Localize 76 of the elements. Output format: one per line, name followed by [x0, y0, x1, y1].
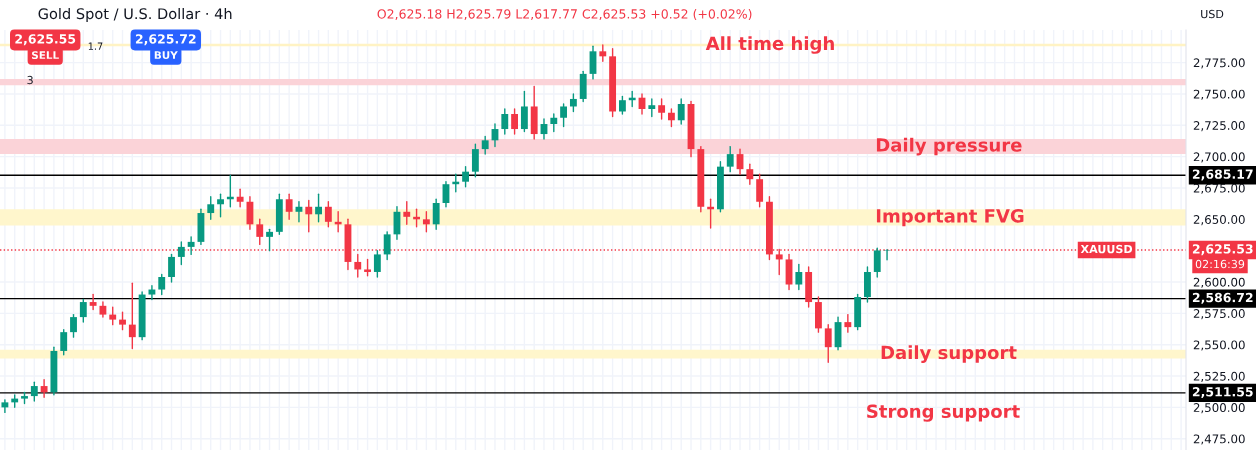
candlestick	[305, 199, 313, 233]
candlestick	[462, 165, 470, 188]
band-label: All time high	[705, 36, 834, 54]
chart-title: Gold Spot / U.S. Dollar · 4h	[38, 7, 232, 23]
y-tick-label: 2,725.00	[1193, 121, 1245, 132]
candlestick	[256, 218, 264, 246]
candlestick	[383, 231, 391, 261]
candlestick	[795, 263, 803, 291]
y-tick-label: 2,675.00	[1193, 183, 1245, 194]
candlestick	[511, 108, 519, 135]
candlestick	[560, 103, 568, 128]
candlestick	[354, 253, 362, 278]
candlestick	[79, 298, 87, 323]
candlestick	[471, 143, 479, 178]
ref-line-label: 2,511.55	[1192, 387, 1253, 399]
y-tick-label: 2,650.00	[1193, 215, 1245, 226]
chart-subtitle: O2,625.18 H2,625.79 L2,617.77 C2,625.53 +0.52 (+0.02%)	[377, 8, 752, 21]
annotation: BUY	[154, 51, 178, 60]
band-label: Daily support	[881, 345, 1017, 363]
y-tick-label: 2,575.00	[1193, 309, 1245, 320]
candlestick	[315, 193, 322, 223]
y-tick-label: 2,700.00	[1193, 152, 1245, 163]
candlestick	[285, 193, 293, 221]
text: 02:16:39	[1195, 259, 1245, 269]
candlestick	[89, 293, 97, 311]
candlestick	[403, 201, 411, 226]
annotation: XAUUSD	[1080, 244, 1133, 254]
candlestick	[844, 313, 852, 333]
candlestick	[520, 90, 528, 133]
y-tick-label: 2,500.00	[1193, 403, 1245, 414]
annotation: Strong support	[867, 404, 1020, 422]
candlestick	[168, 253, 175, 283]
candlestick	[70, 313, 77, 338]
annotation: SELL	[32, 51, 59, 60]
candlestick	[422, 211, 430, 233]
candlestick	[30, 381, 38, 402]
candlestick	[266, 228, 273, 252]
ref-line-label: 2,685.17	[1192, 169, 1253, 181]
y-tick-label: 2,550.00	[1193, 340, 1245, 351]
candlestick	[128, 282, 136, 350]
candlestick	[432, 198, 440, 231]
candlestick	[1, 399, 9, 414]
candlestick	[177, 241, 185, 266]
candlestick	[677, 98, 685, 125]
candlestick	[236, 188, 244, 208]
y-tick-label: 2,525.00	[1193, 371, 1245, 382]
candlestick	[158, 273, 166, 296]
ref-line-label: 2,586.72	[1192, 292, 1253, 304]
annotation: 2,625.55	[15, 34, 76, 46]
y-tick-label: 2,775.00	[1193, 58, 1245, 69]
candlestick	[217, 193, 224, 218]
candlestick	[746, 163, 754, 185]
candlestick	[324, 201, 332, 228]
candlestick	[373, 249, 381, 278]
band-label: Daily pressure	[876, 137, 1022, 156]
candlestick	[501, 108, 509, 135]
y-tick-label: 2,475.00	[1193, 434, 1245, 445]
y-tick-label: 2,600.00	[1193, 277, 1245, 288]
candlestick	[148, 285, 156, 301]
annotation: 3	[27, 75, 33, 85]
candlestick	[648, 98, 656, 118]
candlestick	[207, 196, 215, 221]
candlestick	[756, 173, 764, 208]
candlestick	[60, 328, 68, 356]
candlestick	[726, 145, 734, 173]
text: USD	[1201, 9, 1224, 19]
candlestick	[40, 379, 48, 399]
annotation: 2,625.72	[135, 34, 196, 46]
band-label: Important FVG	[876, 209, 1024, 227]
candlestick	[658, 98, 666, 120]
ref-line-label: 2,625.53	[1192, 244, 1253, 256]
candlestick	[873, 247, 881, 278]
annotation: 1.7	[88, 42, 103, 50]
candlestick	[187, 236, 195, 256]
y-tick-label: 2,750.00	[1193, 89, 1245, 100]
candlestick	[824, 323, 832, 363]
